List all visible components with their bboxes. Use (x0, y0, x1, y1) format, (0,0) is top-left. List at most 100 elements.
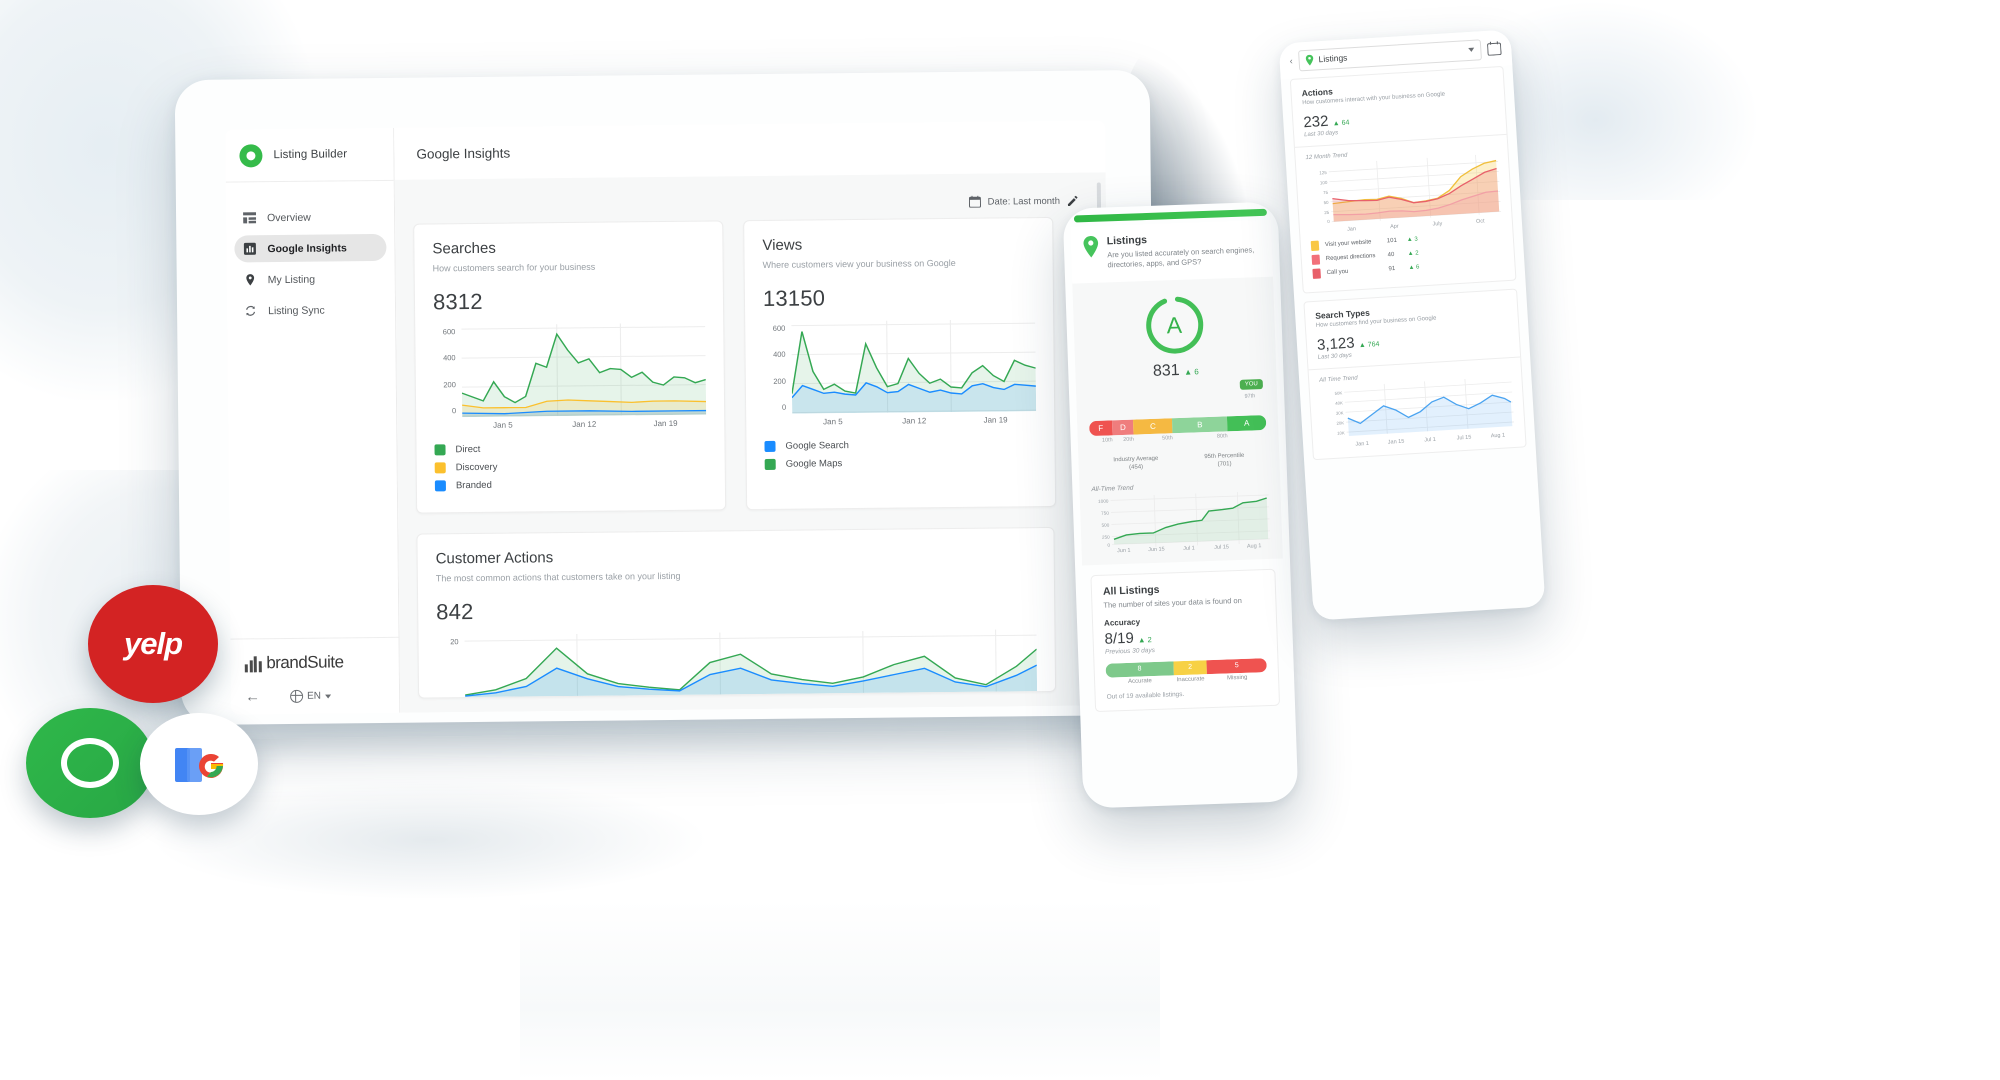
x-axis-labels: Jan 5 Jan 12 Jan 19 (764, 415, 1036, 427)
accuracy-delta: ▲ 2 (1137, 635, 1152, 645)
legend-swatch-google-search (764, 440, 776, 452)
y-tick: 200 (773, 376, 786, 386)
yelp-wordmark: yelp (123, 626, 183, 661)
grade-letter: A (1166, 311, 1183, 339)
y-tick: 0 (451, 406, 457, 416)
grade-section: A 831 ▲ 6 YOU 97th F D C B A 10th 20th 5… (1072, 276, 1283, 566)
grade-segment-d: D (1112, 419, 1134, 436)
legend-swatch-call-you (1312, 268, 1321, 279)
sidebar-item-overview[interactable]: Overview (234, 203, 386, 232)
accuracy-segment-missing: 5 (1206, 658, 1267, 675)
y-tick: 0 (781, 402, 787, 412)
scale-tick: 10th (1101, 437, 1113, 444)
sidebar-item-google-insights[interactable]: Google Insights (234, 233, 387, 263)
phone-device: Listings Are you listed accurately on se… (1062, 201, 1299, 809)
accuracy-segment-accurate: 8 (1105, 661, 1174, 678)
y-tick: 600 (442, 327, 456, 337)
card-subtitle: The most common actions that customers t… (435, 570, 681, 584)
sidebar-nav: Overview Google Insights My Listing (226, 181, 399, 639)
legend-label: Call you (1326, 268, 1349, 277)
search-types-delta: ▲ 764 (1358, 341, 1380, 350)
chevron-down-icon (324, 694, 332, 699)
collapse-sidebar-button[interactable]: ← (245, 688, 261, 706)
tablet-topbar: ‹ Listings (1278, 29, 1513, 80)
sidebar-item-label: My Listing (267, 273, 316, 286)
svg-text:25: 25 (1324, 210, 1330, 215)
laptop-screen: Listing Builder Overview Google Insights (225, 120, 1112, 715)
x-tick: Jan 1 (1355, 440, 1370, 448)
y-tick: 400 (443, 353, 456, 363)
green-circle-logo (26, 708, 154, 818)
searches-legend: Direct Discovery Branded (434, 442, 706, 492)
grade-ring: A (1142, 293, 1206, 357)
all-listings-subtitle: The number of sites your data is found o… (1103, 595, 1242, 610)
y-axis-labels: 20 (436, 635, 459, 697)
legend-swatch-google-maps (764, 458, 776, 470)
brand-name: Listing Builder (273, 148, 348, 162)
phone-screen: Listings Are you listed accurately on se… (1070, 219, 1291, 801)
x-tick: July (1432, 220, 1443, 228)
sidebar-item-my-listing[interactable]: My Listing (235, 265, 387, 294)
pencil-icon[interactable] (1067, 195, 1078, 206)
customer-actions-card: Customer Actions The most common actions… (416, 526, 1057, 699)
you-percentile: 97th (1244, 393, 1256, 400)
legend-label: Visit your website (1324, 239, 1372, 249)
legend-delta: ▲ 2 (1407, 250, 1419, 258)
calendar-icon[interactable] (1487, 41, 1502, 56)
you-marker-badge: YOU (1239, 379, 1264, 391)
segment-label: Inaccurate (1176, 676, 1205, 684)
plot-area (464, 629, 1038, 698)
x-tick: Jan 19 (983, 415, 1008, 425)
sidebar-item-listing-sync[interactable]: Listing Sync (235, 296, 387, 325)
map-pin-icon (1083, 235, 1100, 259)
legend-label: Request directions (1325, 253, 1376, 263)
grade-segment-c: C (1133, 418, 1173, 435)
chevron-left-icon[interactable]: ‹ (1289, 55, 1293, 66)
segment-label: Accurate (1127, 678, 1152, 685)
background-blob-bottom (520, 900, 1160, 1080)
svg-text:100: 100 (1320, 180, 1328, 185)
tablet-content: Actions How customers interact with your… (1281, 65, 1536, 461)
svg-text:75: 75 (1323, 190, 1329, 195)
actions-card: Actions How customers interact with your… (1289, 65, 1517, 294)
actions-delta: ▲ 64 (1332, 119, 1350, 128)
chevron-down-icon (1468, 47, 1475, 53)
google-my-business-icon (173, 742, 225, 786)
scale-markers: Industry Average (454) 95th Percentile (… (1090, 452, 1267, 474)
listings-header: Listings Are you listed accurately on se… (1070, 219, 1274, 284)
x-tick: Jan 19 (653, 418, 678, 429)
legend-item: Branded (434, 478, 707, 492)
marker-value: (454) (1129, 464, 1144, 471)
brand-header: Listing Builder (225, 127, 394, 183)
x-tick: Jul 1 (1424, 436, 1437, 444)
grade-segment-a: A (1226, 415, 1267, 432)
y-tick: 200 (443, 379, 456, 389)
yelp-logo: yelp (88, 585, 218, 703)
listings-dropdown[interactable]: Listings (1297, 38, 1482, 71)
svg-text:20K: 20K (1336, 420, 1344, 425)
card-subtitle: How customers search for your business (432, 261, 596, 274)
y-tick: 400 (772, 350, 786, 360)
date-range-control[interactable]: Date: Last month (413, 191, 1088, 224)
legend-item: Google Maps (764, 456, 1037, 470)
x-tick: Jul 15 (1214, 544, 1230, 551)
x-tick: Apr (1390, 223, 1399, 231)
main-content: Google Insights Date: Last month (394, 120, 1112, 713)
segment-label: Missing (1226, 674, 1248, 682)
x-tick: Jan 12 (902, 416, 927, 426)
x-tick: Aug 1 (1246, 543, 1262, 550)
svg-text:40K: 40K (1335, 400, 1343, 405)
page-title: Google Insights (416, 145, 511, 162)
y-axis-labels: 600 400 200 0 (433, 325, 456, 417)
legend-swatch-branded (434, 480, 446, 492)
brandsuite-logo: brandSuite (244, 652, 385, 673)
laptop-device: Listing Builder Overview Google Insights (174, 69, 1157, 726)
legend-item: Google Search (764, 438, 1036, 452)
y-tick: 600 (772, 323, 786, 333)
globe-icon (290, 689, 304, 703)
legend-swatch-direct (434, 444, 446, 456)
device-shadow (150, 780, 710, 900)
language-selector[interactable]: EN (290, 689, 332, 703)
card-title: Views (762, 236, 803, 254)
sidebar-item-label: Overview (267, 211, 311, 224)
